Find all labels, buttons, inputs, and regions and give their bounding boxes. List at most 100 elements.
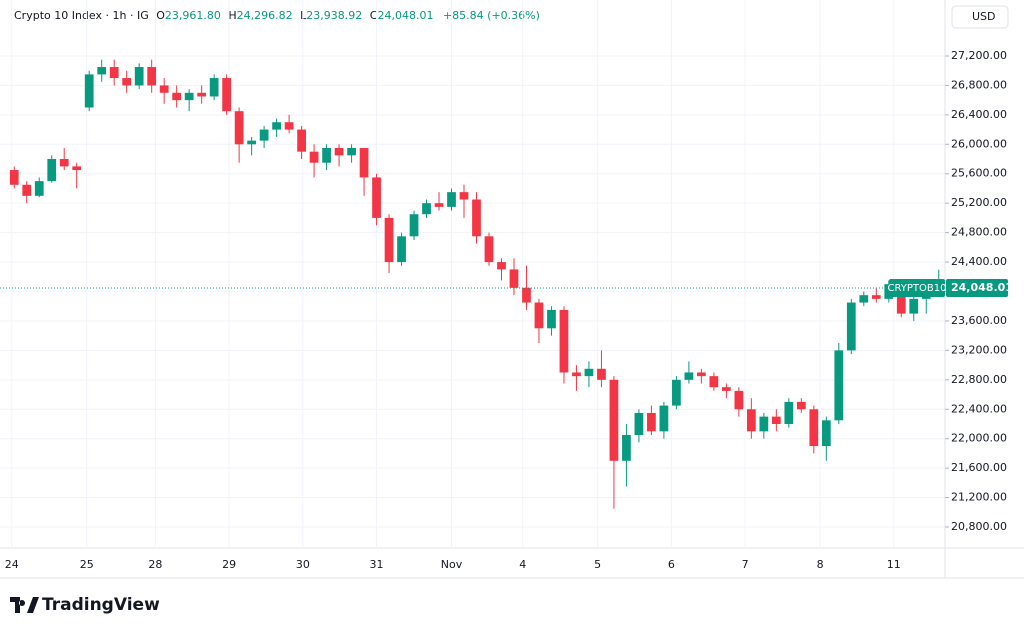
x-tick-label: 7 <box>742 558 749 571</box>
candle-body <box>609 379 619 461</box>
y-tick-label: 26,400.00 <box>951 108 1007 121</box>
candle-body <box>559 309 569 373</box>
legend-header: Crypto 10 Index · 1h · IG O23,961.80 H24… <box>14 9 540 22</box>
candle-body <box>372 177 381 218</box>
candle-body <box>159 85 169 93</box>
candle-body <box>347 147 356 156</box>
ohlc-value: 23,938.92 <box>306 9 362 22</box>
price-badge-label: 24,048.01 <box>951 281 1013 294</box>
symbol-badge-label: CRYPTOB10 <box>888 283 947 294</box>
candle-body <box>97 67 107 75</box>
logo-text: TradingView <box>42 595 160 615</box>
candle-body <box>909 298 919 314</box>
candle-body <box>821 420 831 447</box>
candle-body <box>34 181 44 196</box>
y-tick-label: 22,800.00 <box>951 373 1007 386</box>
logo[interactable]: TradingView <box>10 595 160 615</box>
x-tick-label: 11 <box>887 558 901 571</box>
candle-body <box>721 387 731 391</box>
candle-body <box>522 287 531 303</box>
x-tick-label: 31 <box>370 558 384 571</box>
candle-body <box>784 401 794 424</box>
ohlc-value: 23,961.80 <box>165 9 221 22</box>
candle-body <box>659 405 669 432</box>
x-tick-label: 24 <box>5 558 19 571</box>
candle-body <box>47 159 57 182</box>
currency[interactable]: USD <box>972 10 996 23</box>
x-tick-label: 5 <box>594 558 601 571</box>
candles <box>9 59 944 509</box>
candle-body <box>434 203 444 207</box>
ohlc-label: O <box>156 9 165 22</box>
candle-body <box>134 67 144 86</box>
candle-body <box>796 401 806 410</box>
candle-body <box>572 372 581 377</box>
ohlc-value: 24,048.01 <box>377 9 433 22</box>
y-tick-label: 24,800.00 <box>951 226 1007 239</box>
x-tick-label: 30 <box>296 558 310 571</box>
x-tick-label: 29 <box>222 558 236 571</box>
y-tick-label: 26,000.00 <box>951 137 1007 150</box>
candle-body <box>709 376 719 388</box>
candle-body <box>22 184 32 196</box>
y-tick-label: 23,600.00 <box>951 314 1007 327</box>
candle-body <box>584 368 594 377</box>
candle-body <box>322 147 331 163</box>
candle-body <box>734 390 744 410</box>
candle-body <box>647 412 656 432</box>
y-tick-label: 24,400.00 <box>951 255 1007 268</box>
candle-body <box>746 409 756 432</box>
candle-body <box>284 122 294 130</box>
candle-body <box>209 78 219 97</box>
x-tick-label: 6 <box>668 558 675 571</box>
candle-body <box>834 350 844 421</box>
candle-body <box>809 409 819 447</box>
candle-body <box>384 217 394 263</box>
candle-body <box>846 302 856 351</box>
candle-body <box>484 236 494 263</box>
ohlc-label: H <box>228 9 236 22</box>
candle-body <box>247 140 256 145</box>
candle-body <box>859 295 869 303</box>
candle-body <box>234 111 244 145</box>
x-tick-label: 28 <box>148 558 162 571</box>
y-tick-label: 22,400.00 <box>951 402 1007 415</box>
y-tick-label: 25,600.00 <box>951 167 1007 180</box>
candle-body <box>634 412 644 436</box>
candle-body <box>9 170 19 185</box>
candle-body <box>259 129 269 141</box>
ohlc-value: 24,296.82 <box>237 9 293 22</box>
candle-body <box>409 214 419 237</box>
candle-body <box>309 151 319 163</box>
candle-body <box>672 379 681 406</box>
candle-body <box>359 147 369 178</box>
candle-body <box>334 147 344 156</box>
candle-body <box>172 92 182 101</box>
candle-body <box>497 262 506 270</box>
candle-body <box>459 192 469 200</box>
currency-button[interactable] <box>951 5 1009 29</box>
candle-body <box>109 67 119 79</box>
y-tick-label: 23,200.00 <box>951 343 1007 356</box>
y-tick-label: 22,000.00 <box>951 432 1007 445</box>
y-tick-label: 26,800.00 <box>951 78 1007 91</box>
candle-body <box>684 372 694 380</box>
x-tick-label: 25 <box>80 558 94 571</box>
logo-icon <box>10 597 39 613</box>
ohlc-label: L <box>300 9 307 22</box>
candle-body <box>547 309 556 329</box>
candle-body <box>297 129 306 152</box>
candle-body <box>896 284 906 314</box>
candle-body <box>84 74 94 108</box>
candle-body <box>59 159 69 167</box>
candle-body <box>447 192 456 207</box>
change: +85.84 (+0.36%) <box>443 9 540 22</box>
price-badge <box>946 278 1008 297</box>
y-tick-label: 25,200.00 <box>951 196 1007 209</box>
ohlc-label: C <box>370 9 378 22</box>
candle-body <box>884 284 894 299</box>
x-tick-label: Nov <box>441 558 463 571</box>
candle-body <box>72 166 82 171</box>
candle-body <box>509 269 519 288</box>
